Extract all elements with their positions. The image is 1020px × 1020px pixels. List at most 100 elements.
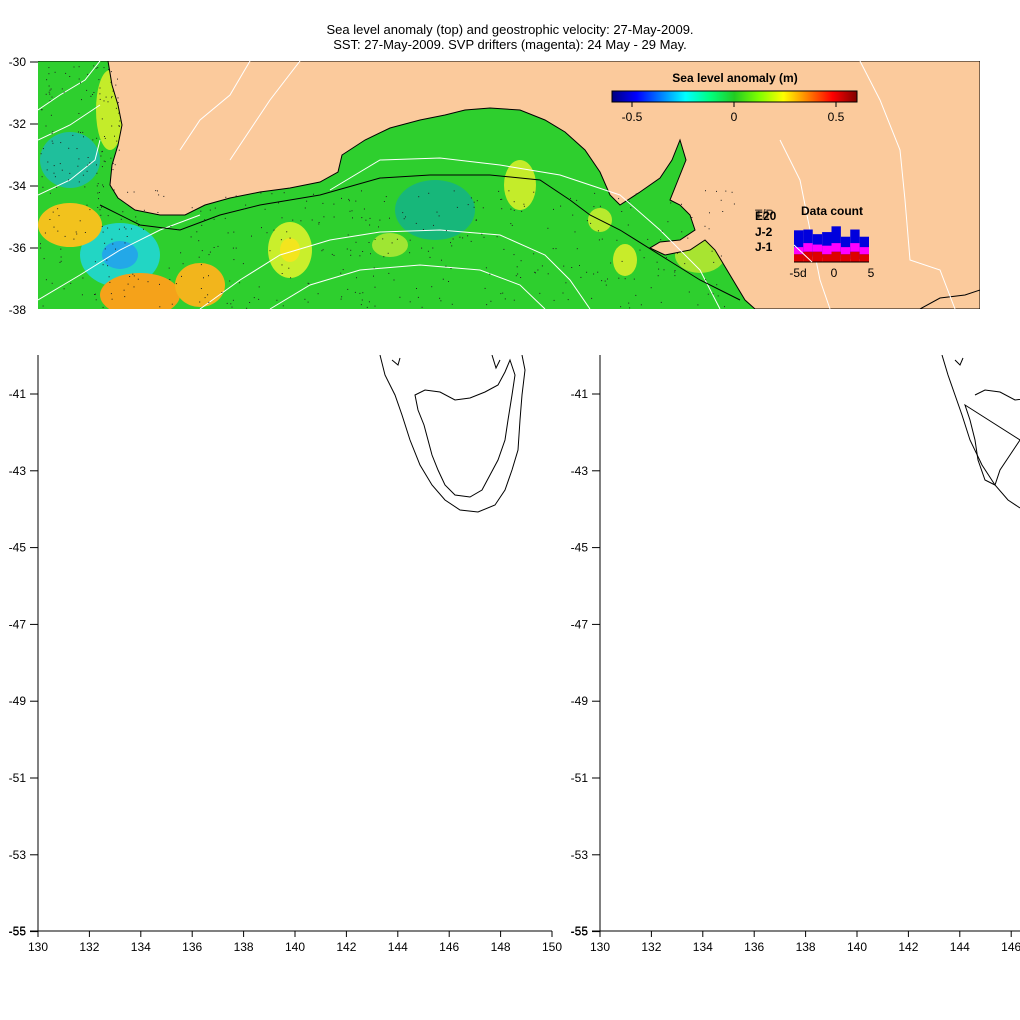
velocity-dot bbox=[547, 227, 549, 229]
velocity-dot bbox=[350, 249, 352, 251]
bar-j2 bbox=[859, 247, 869, 255]
velocity-dot bbox=[352, 217, 353, 219]
velocity-dot bbox=[246, 307, 248, 309]
velocity-dot bbox=[159, 306, 161, 308]
velocity-dot bbox=[77, 165, 79, 167]
velocity-dot bbox=[610, 262, 612, 264]
shelf-outline bbox=[941, 355, 1020, 509]
velocity-dot bbox=[104, 137, 106, 139]
velocity-dot bbox=[114, 135, 115, 137]
velocity-dot bbox=[462, 237, 464, 239]
velocity-dot bbox=[456, 206, 458, 208]
velocity-dot bbox=[198, 256, 200, 258]
bar-e20 bbox=[831, 226, 841, 256]
velocity-dot bbox=[665, 257, 667, 259]
lon-tick-label: 132 bbox=[641, 940, 661, 954]
bar-j1 bbox=[812, 251, 823, 262]
velocity-dot bbox=[555, 248, 557, 250]
velocity-dot bbox=[58, 215, 60, 217]
velocity-dot bbox=[117, 78, 118, 80]
velocity-dot bbox=[511, 224, 513, 226]
velocity-dot bbox=[119, 120, 121, 122]
velocity-dot bbox=[76, 148, 78, 150]
velocity-dot bbox=[374, 238, 376, 240]
velocity-dot bbox=[233, 231, 235, 233]
velocity-dot bbox=[60, 142, 62, 144]
velocity-dot bbox=[230, 303, 232, 305]
velocity-dot bbox=[485, 267, 487, 269]
velocity-dot bbox=[95, 299, 97, 301]
velocity-dot bbox=[521, 210, 523, 212]
velocity-dot bbox=[143, 209, 145, 211]
velocity-dot bbox=[84, 232, 86, 233]
anomaly-high-blob bbox=[372, 233, 408, 257]
velocity-dot bbox=[508, 190, 510, 192]
velocity-dot bbox=[221, 292, 223, 293]
lon-tick-label: 138 bbox=[796, 940, 816, 954]
figure-title-line1: Sea level anomaly (top) and geostrophic … bbox=[326, 22, 694, 37]
velocity-dot bbox=[103, 160, 105, 162]
velocity-dot bbox=[89, 209, 91, 211]
data-count-bars bbox=[794, 226, 869, 262]
shelf-outline bbox=[379, 355, 526, 513]
velocity-dot bbox=[118, 228, 120, 230]
velocity-dot bbox=[50, 114, 52, 116]
legend-j1: J-1 bbox=[755, 240, 773, 254]
velocity-dot bbox=[51, 140, 53, 142]
velocity-dot bbox=[663, 269, 665, 271]
velocity-dot bbox=[143, 228, 144, 230]
velocity-dot bbox=[500, 199, 502, 200]
lat-tick-label: -43 bbox=[9, 464, 27, 478]
velocity-dot bbox=[45, 125, 47, 127]
velocity-dot bbox=[233, 259, 235, 261]
velocity-dot bbox=[340, 272, 342, 274]
velocity-dot bbox=[539, 292, 541, 294]
velocity-dot bbox=[562, 292, 564, 294]
velocity-dot bbox=[104, 248, 106, 250]
velocity-dot bbox=[200, 288, 202, 289]
velocity-dot bbox=[98, 79, 100, 81]
lon-tick-label: 142 bbox=[898, 940, 918, 954]
lat-tick-label: -47 bbox=[571, 617, 589, 631]
velocity-dot bbox=[306, 200, 308, 202]
velocity-dot bbox=[171, 303, 173, 305]
lon-tick-label: 140 bbox=[847, 940, 867, 954]
right-map-background bbox=[600, 355, 1020, 931]
velocity-vectors bbox=[40, 65, 735, 309]
velocity-dot bbox=[203, 277, 204, 279]
velocity-dot bbox=[112, 90, 114, 92]
velocity-dot bbox=[80, 132, 81, 133]
velocity-dot bbox=[360, 304, 362, 306]
velocity-dot bbox=[47, 161, 49, 163]
velocity-dot bbox=[289, 237, 291, 239]
velocity-dot bbox=[96, 172, 98, 174]
velocity-dot bbox=[169, 279, 171, 280]
velocity-dot bbox=[356, 277, 357, 279]
velocity-dot bbox=[405, 216, 406, 218]
bar-e20 bbox=[794, 230, 804, 260]
anomaly-high-blob bbox=[100, 273, 180, 309]
velocity-dot bbox=[104, 242, 106, 244]
velocity-dot bbox=[46, 169, 48, 171]
bar-e20 bbox=[850, 229, 860, 256]
velocity-dot bbox=[354, 291, 356, 293]
velocity-dot bbox=[370, 253, 371, 255]
velocity-dot bbox=[201, 250, 203, 252]
velocity-dot bbox=[712, 293, 714, 295]
velocity-dot bbox=[640, 304, 642, 306]
velocity-dot bbox=[586, 220, 588, 222]
velocity-dot bbox=[428, 192, 430, 194]
velocity-dot bbox=[42, 305, 44, 307]
velocity-dot bbox=[656, 261, 658, 263]
velocity-dot bbox=[127, 191, 129, 193]
velocity-dot bbox=[235, 195, 237, 197]
data-count-xtick: 5 bbox=[868, 266, 875, 280]
bar-j1 bbox=[850, 251, 860, 262]
velocity-dot bbox=[362, 251, 364, 252]
bar-j1 bbox=[794, 254, 804, 262]
velocity-dot bbox=[81, 99, 82, 101]
velocity-dot bbox=[624, 278, 626, 280]
bar-e20 bbox=[822, 232, 832, 258]
shelf-contour bbox=[99, 174, 741, 301]
velocity-dot bbox=[445, 265, 447, 267]
